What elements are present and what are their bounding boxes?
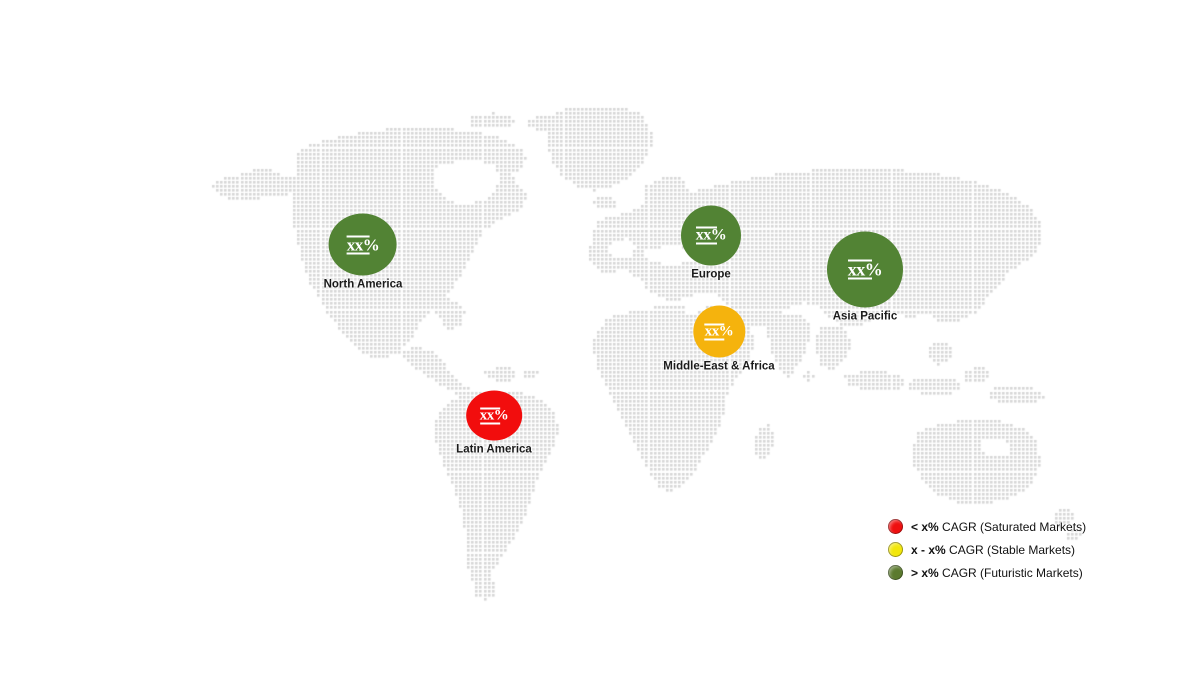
region-bubble-asia-pacific[interactable]: xx% Asia Pacific (827, 231, 903, 323)
legend-desc-saturated: CAGR (Saturated Markets) (938, 519, 1087, 534)
region-bubble-north-america[interactable]: xx% North America (323, 213, 403, 291)
bubble-value-asia-pacific: xx% (847, 259, 883, 280)
legend-desc-stable: CAGR (Stable Markets) (945, 542, 1076, 557)
bubble-circle-middle-east-africa: xx% (693, 305, 745, 358)
legend-item-futuristic: > x% CAGR (Futuristic Markets) (888, 565, 1086, 580)
legend-item-saturated: < x% CAGR (Saturated Markets) (888, 519, 1086, 534)
bubble-circle-latin-america: xx% (465, 390, 522, 441)
legend-desc-futuristic: CAGR (Futuristic Markets) (938, 565, 1083, 580)
bubble-circle-asia-pacific: xx% (827, 231, 903, 308)
region-bubble-middle-east-africa[interactable]: xx% Middle-East & Africa (663, 305, 775, 373)
bubble-value-europe: xx% (695, 226, 727, 245)
bubble-circle-europe: xx% (681, 205, 741, 266)
legend-range-saturated: < x% (911, 519, 939, 534)
legend-item-stable: x - x% CAGR (Stable Markets) (888, 542, 1086, 557)
legend-range-stable: x - x% (911, 542, 946, 557)
legend-label-saturated: < x% CAGR (Saturated Markets) (911, 520, 1086, 534)
bubble-value-north-america: xx% (346, 235, 380, 254)
bubble-circle-north-america: xx% (328, 213, 397, 276)
bubble-value-latin-america: xx% (479, 407, 509, 424)
legend-swatch-saturated (888, 519, 903, 534)
bubble-label-asia-pacific: Asia Pacific (832, 310, 898, 323)
legend-swatch-stable (888, 542, 903, 557)
bubble-label-middle-east-africa: Middle-East & Africa (663, 360, 775, 373)
legend-swatch-futuristic (888, 565, 903, 580)
bubble-label-latin-america: Latin America (456, 443, 532, 456)
region-bubble-latin-america[interactable]: xx% Latin America (456, 390, 532, 456)
bubble-label-north-america: North America (323, 278, 403, 291)
bubble-value-middle-east-africa: xx% (704, 323, 734, 340)
bubble-label-europe: Europe (691, 268, 731, 281)
legend-label-futuristic: > x% CAGR (Futuristic Markets) (911, 566, 1083, 580)
region-bubble-europe[interactable]: xx% Europe (681, 205, 741, 281)
legend-label-stable: x - x% CAGR (Stable Markets) (911, 543, 1075, 557)
legend-range-futuristic: > x% (911, 565, 939, 580)
legend: < x% CAGR (Saturated Markets) x - x% CAGR… (888, 519, 1086, 580)
